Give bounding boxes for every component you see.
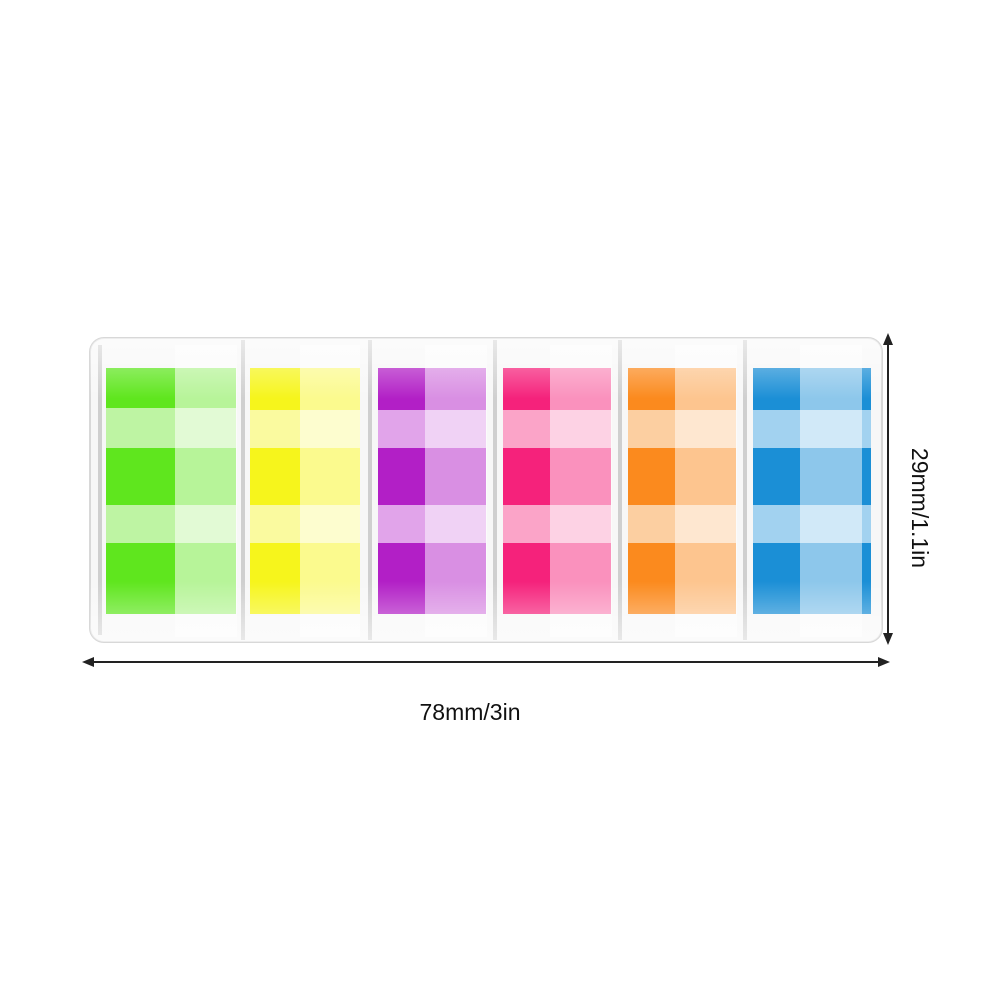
jar-shine bbox=[90, 338, 882, 642]
width-arrow bbox=[82, 657, 890, 667]
height-arrow bbox=[883, 333, 893, 645]
height-label: 29mm/1.1in bbox=[907, 448, 933, 568]
width-label: 78mm/3in bbox=[420, 699, 521, 725]
